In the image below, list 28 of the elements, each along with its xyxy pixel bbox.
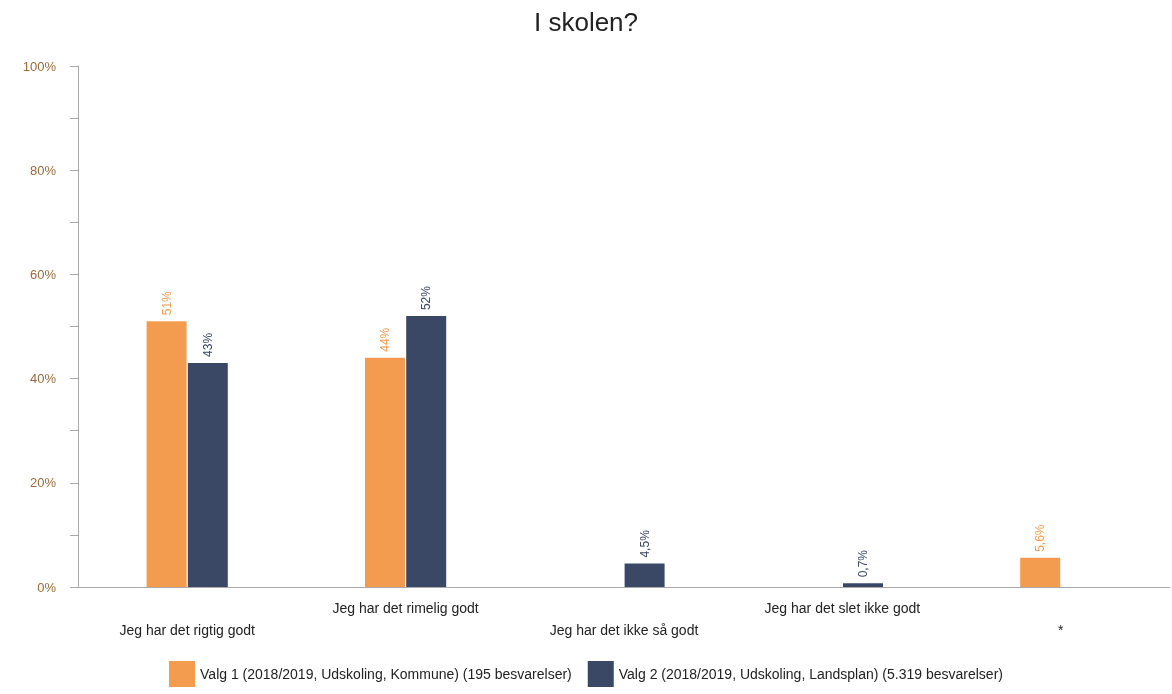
data-label: 4,5% — [637, 529, 652, 558]
bar — [843, 583, 883, 587]
data-label: 43% — [200, 332, 215, 357]
bar — [624, 563, 665, 587]
data-label: 44% — [378, 327, 392, 352]
y-tick-label: 100% — [22, 58, 57, 74]
x-tick-label: * — [1058, 622, 1065, 638]
bar — [187, 362, 228, 587]
chart-title: I skolen? — [533, 7, 639, 37]
data-label: 0,7% — [856, 549, 870, 578]
y-tick-label: 80% — [29, 162, 57, 178]
data-label: 5,6% — [1033, 524, 1048, 552]
bar — [1020, 557, 1061, 587]
x-tick-label: Jeg har det slet ikke godt — [764, 600, 921, 616]
legend-label: Valg 2 (2018/2019, Udskoling, Landsplan) (5.319 besvarelser) — [618, 666, 1003, 682]
data-label: 51% — [159, 290, 174, 316]
bar — [365, 357, 405, 587]
x-tick-label: Jeg har det rigtig godt — [119, 622, 256, 638]
bar — [146, 321, 187, 587]
legend-label: Valg 1 (2018/2019, Udskoling, Kommune) (195 besvarelser) — [200, 666, 572, 682]
x-tick-label: Jeg har det rimelig godt — [332, 600, 479, 616]
y-tick-label: 40% — [29, 371, 57, 387]
y-tick-label: 20% — [29, 475, 57, 491]
data-label: 52% — [419, 285, 434, 311]
y-tick-label: 0% — [37, 579, 57, 595]
y-tick-label: 60% — [29, 266, 57, 282]
x-tick-label: Jeg har det ikke så godt — [549, 622, 699, 638]
bar — [406, 316, 447, 587]
